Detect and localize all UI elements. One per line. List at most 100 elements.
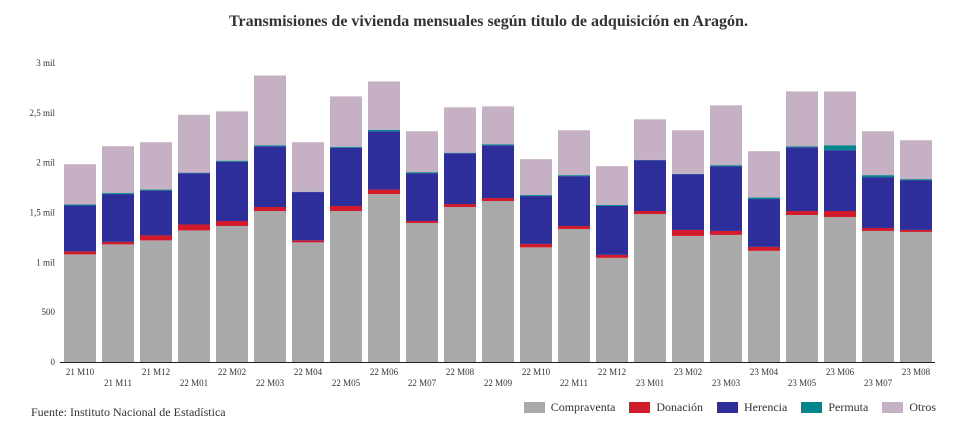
legend-label: Compraventa <box>550 400 616 414</box>
x-tick-label: 22 M05 <box>332 378 361 388</box>
bar-segment-herencia <box>672 174 704 230</box>
bar-segment-permuta <box>254 145 286 147</box>
bar-segment-herencia <box>596 206 628 255</box>
bar-segment-permuta <box>710 165 742 167</box>
legend-item-herencia[interactable]: Herencia <box>717 400 787 415</box>
bar-segment-herencia <box>900 180 932 230</box>
legend-swatch <box>882 402 904 413</box>
legend-item-permuta[interactable]: Permuta <box>801 400 868 415</box>
x-tick-label: 23 M01 <box>636 378 664 388</box>
bar-segment-donacion <box>254 207 286 212</box>
bar-segment-compraventa <box>710 234 742 362</box>
bar-segment-otros <box>672 130 704 174</box>
bar-segment-otros <box>254 75 286 146</box>
bar-segment-otros <box>520 159 552 196</box>
x-tick-label: 23 M08 <box>902 367 931 377</box>
bar-segment-permuta <box>102 193 134 195</box>
bar-segment-permuta <box>520 195 552 197</box>
legend-label: Herencia <box>744 400 788 414</box>
bar-segment-compraventa <box>102 244 134 362</box>
x-tick-label: 21 M11 <box>104 378 132 388</box>
x-tick-label: 23 M07 <box>864 378 893 388</box>
bar-segment-compraventa <box>330 211 362 362</box>
bar-segment-otros <box>748 151 780 198</box>
bar-segment-permuta <box>330 146 362 148</box>
x-tick-label: 22 M08 <box>446 367 475 377</box>
bar-segment-compraventa <box>558 228 590 362</box>
bar-segment-compraventa <box>596 257 628 362</box>
x-tick-label: 23 M05 <box>788 378 817 388</box>
x-tick-label: 22 M04 <box>294 367 323 377</box>
legend: Compraventa Donación Herencia Permuta Ot… <box>523 400 936 415</box>
bar-segment-otros <box>786 91 818 147</box>
bar-segment-otros <box>140 142 172 190</box>
bar-segment-compraventa <box>824 216 856 362</box>
x-tick-label: 23 M03 <box>712 378 741 388</box>
y-tick-label: 2,5 mil <box>29 108 55 118</box>
bar-segment-herencia <box>64 205 96 252</box>
y-tick-label: 1 mil <box>36 257 55 267</box>
bar-segment-herencia <box>786 147 818 212</box>
bar-segment-herencia <box>748 199 780 247</box>
bar-segment-compraventa <box>406 222 438 362</box>
bar-segment-herencia <box>406 173 438 221</box>
bar-segment-donacion <box>558 225 590 229</box>
x-tick-label: 22 M10 <box>522 367 551 377</box>
bar-segment-permuta <box>862 175 894 178</box>
x-tick-label: 23 M04 <box>750 367 779 377</box>
bar-segment-permuta <box>748 197 780 200</box>
bar-segment-permuta <box>824 145 856 151</box>
bar-segment-herencia <box>292 192 324 241</box>
bar-segment-donacion <box>178 224 210 231</box>
bar-segment-otros <box>178 114 210 173</box>
bar-segment-herencia <box>140 190 172 236</box>
bar-segment-otros <box>482 106 514 145</box>
y-tick-label: 3 mil <box>36 58 55 68</box>
bar-segment-otros <box>634 119 666 160</box>
bar-segment-herencia <box>558 176 590 226</box>
legend-label: Donación <box>656 400 704 414</box>
y-tick-label: 0 <box>51 357 56 367</box>
x-tick-label: 22 M06 <box>370 367 399 377</box>
bar-segment-otros <box>292 142 324 192</box>
bar-segment-donacion <box>748 246 780 251</box>
bar-segment-herencia <box>178 173 210 225</box>
y-tick-label: 1,5 mil <box>29 208 55 218</box>
legend-item-compraventa[interactable]: Compraventa <box>523 400 616 415</box>
x-tick-label: 22 M02 <box>218 367 246 377</box>
bar-segment-herencia <box>368 131 400 190</box>
bar-segment-compraventa <box>368 194 400 362</box>
x-tick-label: 21 M12 <box>142 367 170 377</box>
x-tick-label: 23 M06 <box>826 367 855 377</box>
bar-segment-otros <box>216 111 248 161</box>
bar-segment-permuta <box>406 172 438 174</box>
legend-label: Permuta <box>828 400 869 414</box>
bar-segment-herencia <box>254 146 286 208</box>
bar-segment-otros <box>710 105 742 166</box>
bar-segment-permuta <box>216 160 248 162</box>
bar-segment-permuta <box>482 144 514 146</box>
legend-item-donacion[interactable]: Donación <box>629 400 703 415</box>
x-tick-label: 22 M09 <box>484 378 513 388</box>
x-tick-label: 22 M12 <box>598 367 626 377</box>
bar-segment-herencia <box>634 160 666 212</box>
legend-swatch <box>629 402 651 413</box>
bar-segment-donacion <box>406 220 438 223</box>
bar-segment-compraventa <box>672 235 704 362</box>
bar-segment-donacion <box>862 227 894 231</box>
bar-segment-compraventa <box>140 240 172 362</box>
x-tick-label: 23 M02 <box>674 367 702 377</box>
bar-segment-donacion <box>596 254 628 258</box>
bar-segment-herencia <box>216 161 248 221</box>
bar-segment-permuta <box>558 175 590 177</box>
source-note: Fuente: Instituto Nacional de Estadístic… <box>31 405 226 419</box>
bar-segment-donacion <box>216 220 248 226</box>
bar-segment-otros <box>558 130 590 176</box>
bar-segment-herencia <box>444 153 476 205</box>
bar-segment-herencia <box>102 194 134 242</box>
bar-segment-otros <box>368 81 400 130</box>
legend-item-otros[interactable]: Otros <box>882 400 936 415</box>
x-tick-label: 22 M01 <box>180 378 208 388</box>
bar-segment-compraventa <box>292 242 324 362</box>
